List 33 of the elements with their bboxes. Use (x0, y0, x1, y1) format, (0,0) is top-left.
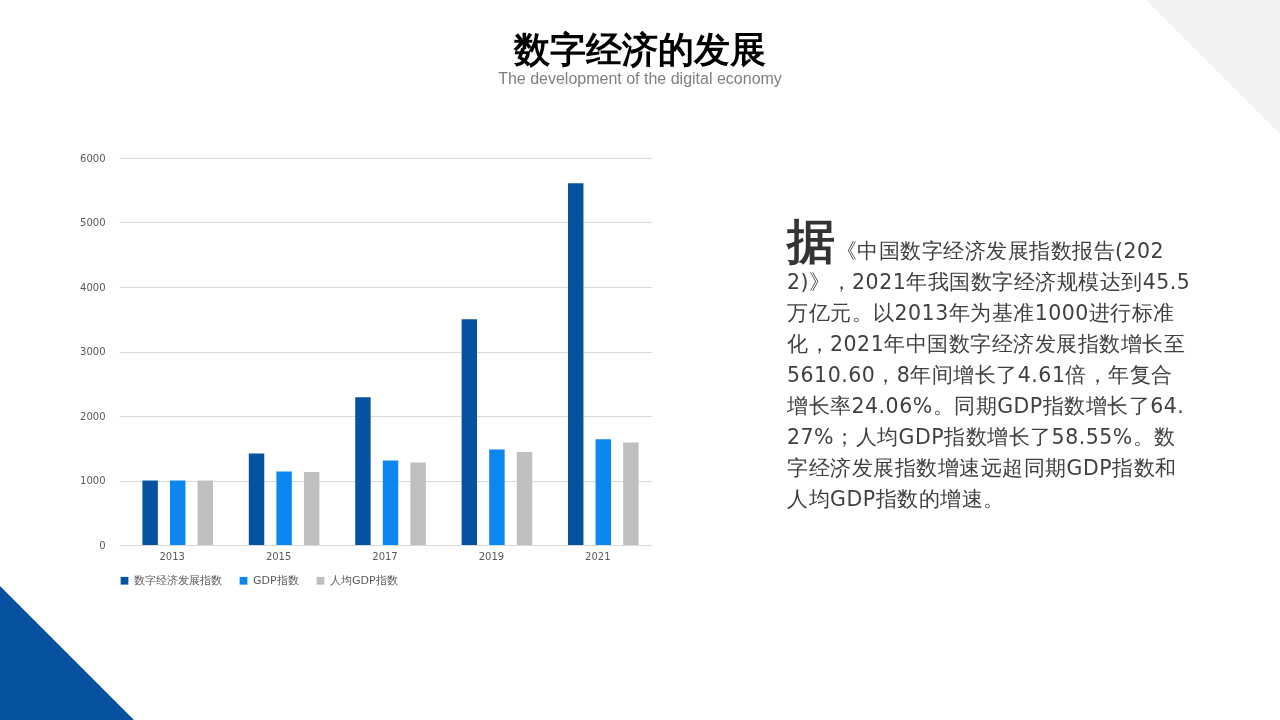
x-tick-label: 2015 (265, 550, 292, 562)
bar (410, 462, 426, 545)
chart-subtitle: The development of the digital economy (497, 70, 783, 88)
y-tick-label: 4000 (80, 281, 106, 293)
bar (142, 480, 158, 545)
bar (303, 472, 320, 545)
text: 据《中国数字经济发展指数报告(2022)》，2021年我国数字经济规模达到45.5万亿元。以2013年为基准1000进行标准化，2021年中国数字经济发展指数增长至5610.60，8年间增长了4.61倍，年复合增长率24.06%。同期GDP指数增长了64.27%；人均GDP指数增长了58.55%。数字经济发展指数增速远超同期GDP指数和人均GDP指数的增速。 (787, 213, 1191, 511)
bar (169, 480, 186, 545)
bar (461, 319, 478, 545)
bar (623, 442, 639, 545)
y-tick-label: 3000 (80, 346, 106, 357)
y-tick-label: 1000 (80, 475, 106, 486)
y-tick-label: 2000 (80, 410, 106, 422)
bar (248, 453, 265, 545)
legend-label: 人均GDP指数 (330, 573, 398, 587)
x-tick-label: 2017 (372, 550, 398, 562)
bar (595, 439, 612, 545)
bar (197, 480, 214, 545)
bar (516, 452, 533, 545)
y-tick-label: 5000 (80, 217, 106, 228)
bar (382, 460, 399, 545)
y-tick-label: 0 (99, 539, 106, 551)
x-tick-label: 2019 (478, 550, 505, 562)
x-tick-label: 2021 (585, 550, 611, 562)
legend-label: 数字经济发展指数 (134, 573, 222, 587)
chart-title: 数字经济的发展 (512, 28, 767, 72)
x-tick-label: 2013 (159, 550, 185, 562)
bar (568, 183, 584, 545)
bar (276, 471, 292, 545)
legend-label: GDP指数 (253, 573, 299, 587)
bar (489, 449, 505, 545)
y-tick-label: 6000 (80, 152, 106, 164)
bar (355, 397, 371, 545)
